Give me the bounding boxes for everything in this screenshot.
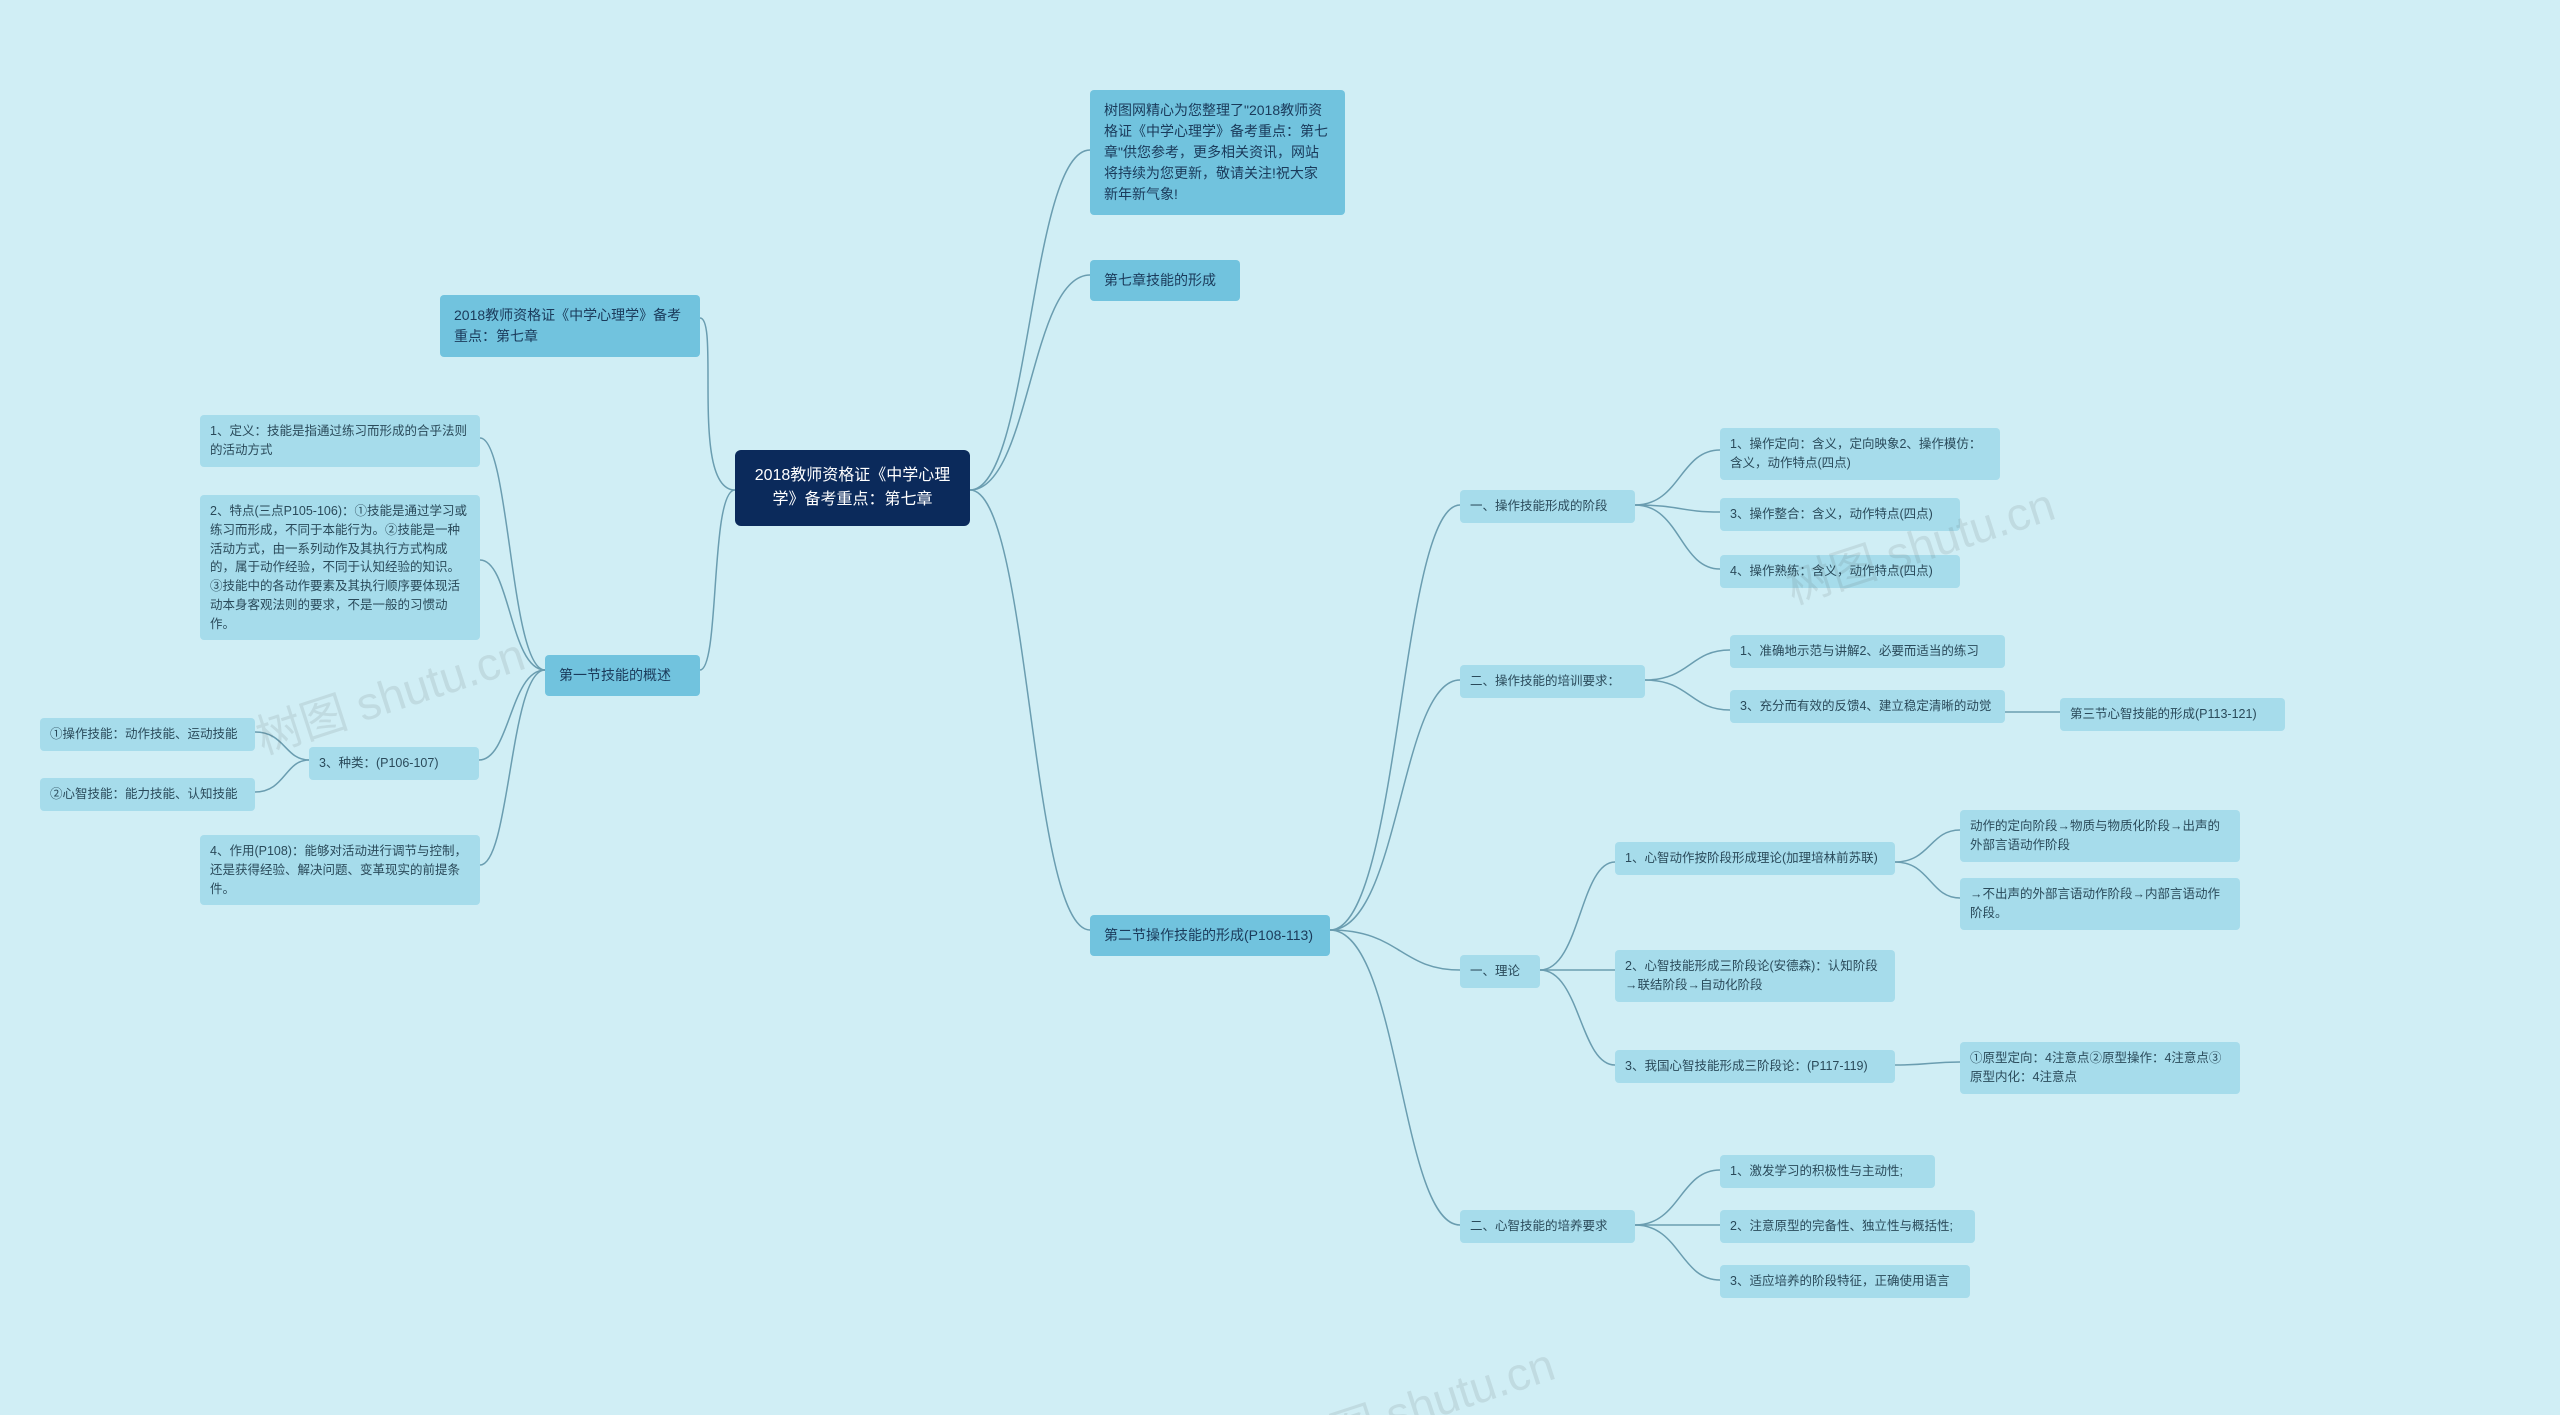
section1-item-4: 4、作用(P108)：能够对活动进行调节与控制，还是获得经验、解决问题、变革现实… xyxy=(200,835,480,905)
section1-item-2: 2、特点(三点P105-106)：①技能是通过学习或练习而形成，不同于本能行为。… xyxy=(200,495,480,640)
chapter7-label: 第七章技能的形成 xyxy=(1090,260,1240,301)
section2-c1-1-0: 第三节心智技能的形成(P113-121) xyxy=(2060,698,2285,731)
watermark-1: 树图 shutu.cn xyxy=(247,619,532,768)
section2-c2-0: 1、心智动作按阶段形成理论(加理培林前苏联) xyxy=(1615,842,1895,875)
section1-label: 第一节技能的概述 xyxy=(545,655,700,696)
watermark-2: 树图 shutu.cn xyxy=(1777,469,2062,618)
watermark-3: 树图 shutu.cn xyxy=(1277,1329,1562,1415)
section2-c1-0: 1、准确地示范与讲解2、必要而适当的练习 xyxy=(1730,635,2005,668)
section2-c1-1: 3、充分而有效的反馈4、建立稳定清晰的动觉 xyxy=(1730,690,2005,723)
section2-c1: 二、操作技能的培训要求： xyxy=(1460,665,1645,698)
right-intro: 树图网精心为您整理了"2018教师资格证《中学心理学》备考重点：第七章"供您参考… xyxy=(1090,90,1345,215)
section2-c2-2: 3、我国心智技能形成三阶段论：(P117-119) xyxy=(1615,1050,1895,1083)
root-node: 2018教师资格证《中学心理学》备考重点：第七章 xyxy=(735,450,970,526)
section2-c3-2: 3、适应培养的阶段特征，正确使用语言 xyxy=(1720,1265,1970,1298)
section1-item-3: 3、种类：(P106-107) xyxy=(309,747,479,780)
section2-c2-0-1: →不出声的外部言语动作阶段→内部言语动作阶段。 xyxy=(1960,878,2240,930)
section2-c2-2-0: ①原型定向：4注意点②原型操作：4注意点③原型内化：4注意点 xyxy=(1960,1042,2240,1094)
section1-item-3-child-2: ②心智技能：能力技能、认知技能 xyxy=(40,778,255,811)
section2-c3: 二、心智技能的培养要求 xyxy=(1460,1210,1635,1243)
section2-c0-1: 3、操作整合：含义，动作特点(四点) xyxy=(1720,498,1960,531)
section2-c3-0: 1、激发学习的积极性与主动性; xyxy=(1720,1155,1935,1188)
section2-c0: 一、操作技能形成的阶段 xyxy=(1460,490,1635,523)
section2-c0-0: 1、操作定向：含义，定向映象2、操作模仿：含义，动作特点(四点) xyxy=(1720,428,2000,480)
section2-c2: 一、理论 xyxy=(1460,955,1540,988)
section1-item-3-child-1: ①操作技能：动作技能、运动技能 xyxy=(40,718,255,751)
section2-c0-2: 4、操作熟练：含义，动作特点(四点) xyxy=(1720,555,1960,588)
section1-item-1: 1、定义：技能是指通过练习而形成的合乎法则的活动方式 xyxy=(200,415,480,467)
left-title-block: 2018教师资格证《中学心理学》备考重点：第七章 xyxy=(440,295,700,357)
section2-c2-0-0: 动作的定向阶段→物质与物质化阶段→出声的外部言语动作阶段 xyxy=(1960,810,2240,862)
section2-c2-1: 2、心智技能形成三阶段论(安德森)：认知阶段→联结阶段→自动化阶段 xyxy=(1615,950,1895,1002)
section2-label: 第二节操作技能的形成(P108-113) xyxy=(1090,915,1330,956)
section2-c3-1: 2、注意原型的完备性、独立性与概括性; xyxy=(1720,1210,1975,1243)
